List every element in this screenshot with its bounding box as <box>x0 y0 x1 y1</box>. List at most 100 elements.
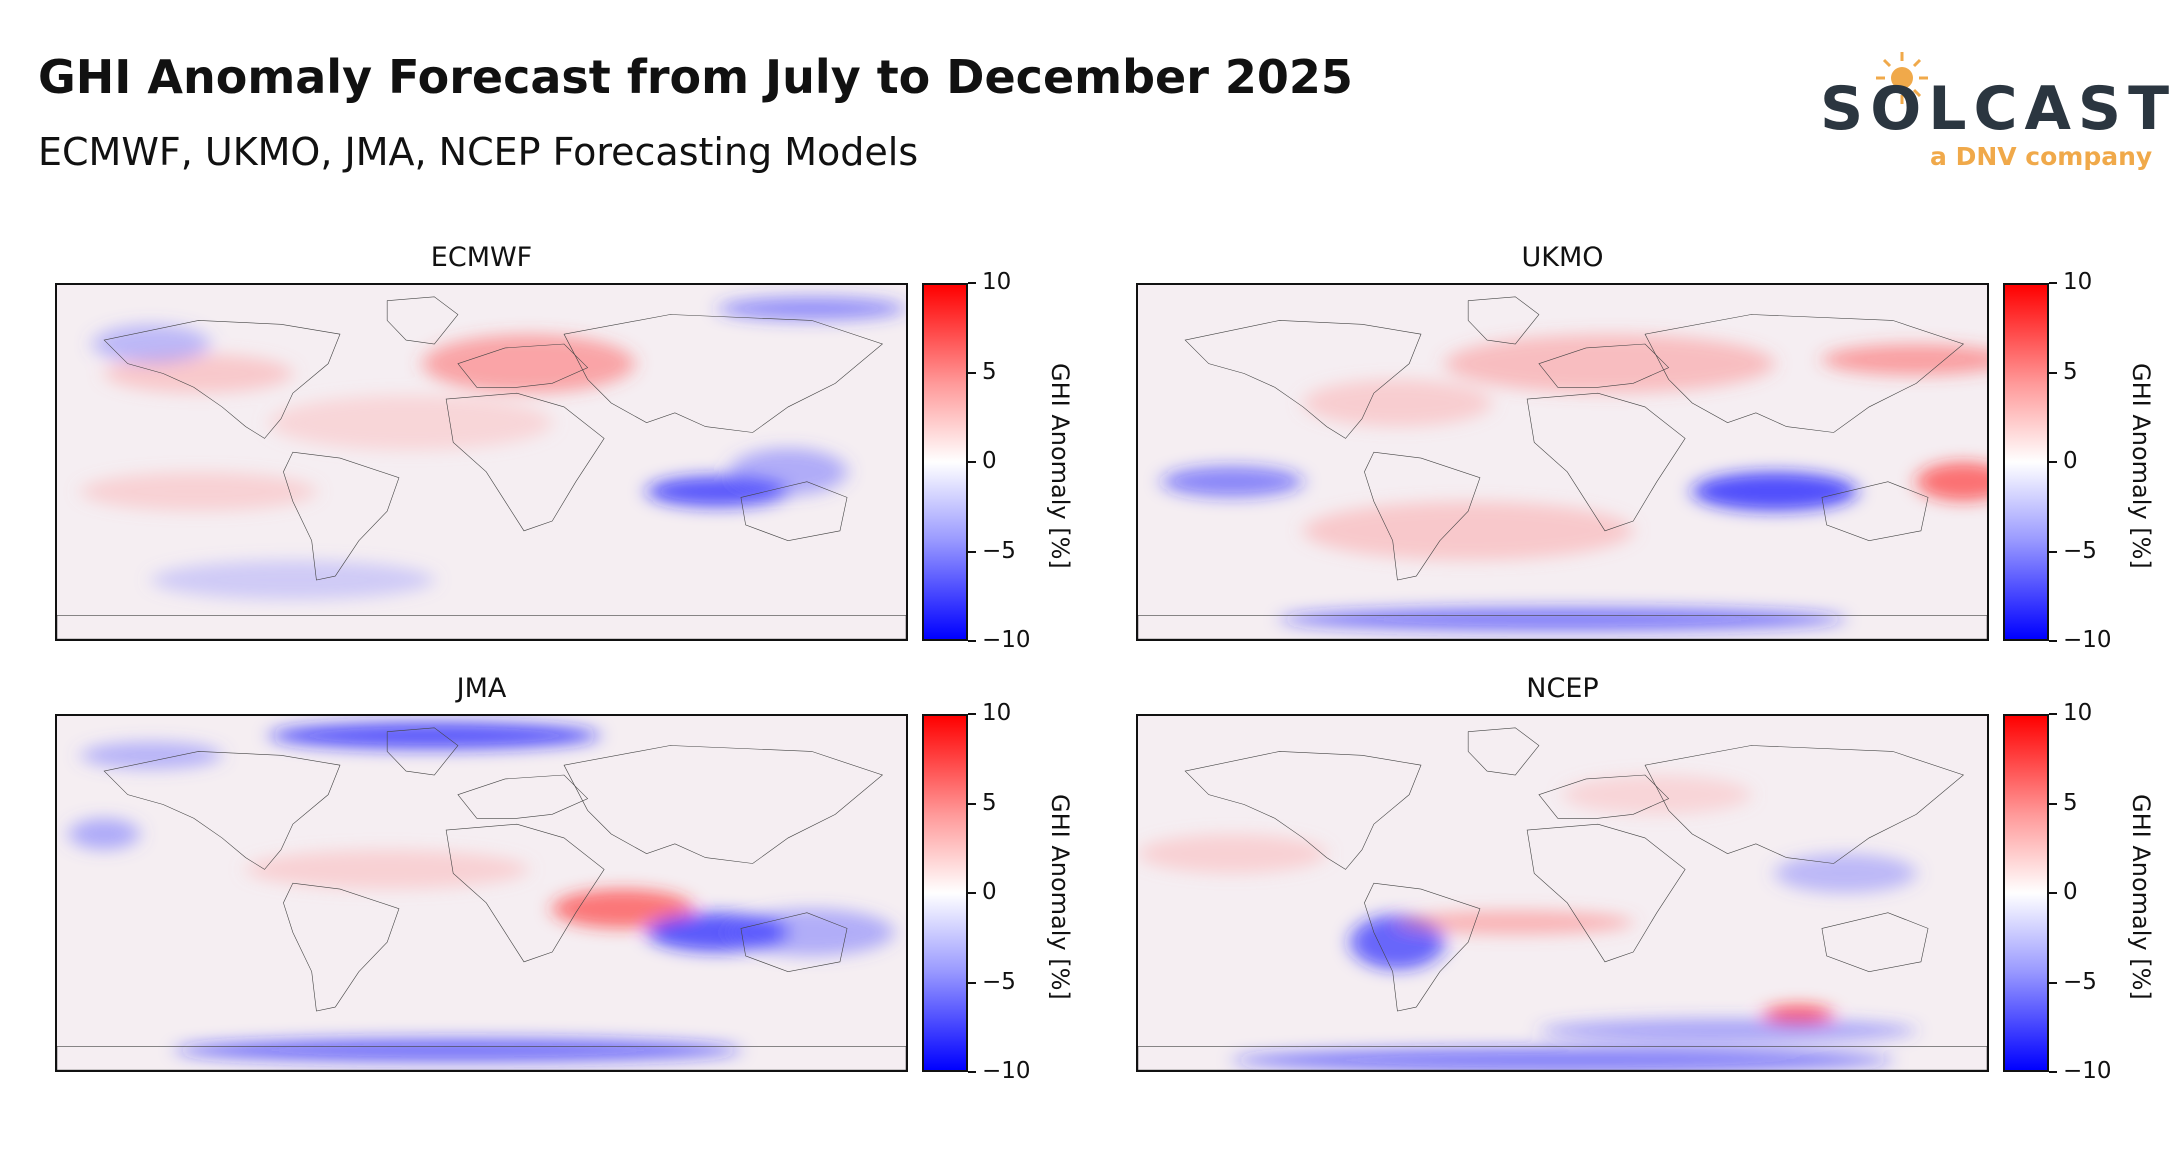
colorbar-tick-mark <box>968 550 976 553</box>
colorbar-tick-label: 0 <box>982 448 997 474</box>
anomaly-map-ukmo <box>1136 283 1989 641</box>
colorbar-tick-label: 5 <box>982 358 997 385</box>
anomaly-region <box>1397 910 1634 935</box>
colorbar-tick-mark <box>2049 461 2057 463</box>
colorbar-tick-label: 0 <box>2063 448 2078 474</box>
page-subtitle: ECMWF, UKMO, JMA, NCEP Forecasting Model… <box>38 130 919 174</box>
continent-outline <box>387 728 458 775</box>
colorbar-tick-mark <box>2049 713 2057 715</box>
anomaly-map-ncep <box>1136 714 1989 1072</box>
colorbar-tick-label: −10 <box>982 1058 1031 1084</box>
anomaly-region <box>1538 1018 1917 1043</box>
panel-title-jma: JMA <box>456 673 507 704</box>
world-map <box>57 285 906 639</box>
anomaly-region <box>68 818 140 850</box>
anomaly-region <box>552 889 694 929</box>
panel-title-ukmo: UKMO <box>1521 242 1604 273</box>
colorbar-tick-label: −10 <box>2063 627 2112 653</box>
colorbar-tick-label: 10 <box>982 700 1012 726</box>
colorbar-tick-label: 0 <box>2063 879 2078 905</box>
colorbar-tick-mark <box>2049 892 2057 894</box>
colorbar-tick-label: 5 <box>2063 358 2078 385</box>
continent-outline <box>1185 751 1421 869</box>
continent-outline <box>741 482 847 541</box>
map-background <box>1138 716 1987 1070</box>
anomaly-region <box>92 324 211 364</box>
continent-outline <box>458 344 588 387</box>
continent-outline <box>1822 482 1928 541</box>
colorbar-tick-label: −10 <box>982 627 1031 653</box>
colorbar-tick-label: −5 <box>982 968 1016 995</box>
anomaly-region <box>729 908 895 956</box>
anomaly-region <box>1692 471 1858 512</box>
anomaly-region <box>269 395 553 451</box>
colorbar-tick-mark <box>968 713 976 715</box>
continent-outline <box>1645 746 1963 864</box>
colorbar-tick-label: −10 <box>2063 1058 2112 1084</box>
continent-outline <box>1185 320 1421 438</box>
colorbar-tick-mark <box>2049 802 2057 805</box>
solcast-logo: SOLCAST a DNV company <box>1800 40 2169 175</box>
anomaly-region <box>1303 501 1634 561</box>
colorbar-label: GHI Anomaly [%] <box>2127 363 2155 569</box>
colorbar <box>2003 714 2049 1072</box>
continent-outline <box>104 320 340 438</box>
sun-icon <box>1876 52 1928 104</box>
colorbar-tick-label: −5 <box>982 537 1016 564</box>
anomaly-region <box>717 296 906 321</box>
continent-outline <box>446 824 604 962</box>
continent-outline <box>57 1046 906 1070</box>
colorbar-tick-label: 0 <box>982 879 997 905</box>
world-map <box>1138 716 1987 1070</box>
colorbar-tick-mark <box>968 981 976 984</box>
map-background <box>57 716 906 1070</box>
anomaly-region <box>1279 607 1846 632</box>
anomaly-region <box>1303 379 1492 427</box>
colorbar-tick-label: −5 <box>2063 968 2097 995</box>
colorbar-tick-label: −5 <box>2063 537 2097 564</box>
continent-outline <box>1468 728 1539 775</box>
colorbar-label: GHI Anomaly [%] <box>1046 363 1074 569</box>
anomaly-region <box>1232 1048 1893 1070</box>
anomaly-region <box>1821 344 1987 376</box>
colorbar-tick-mark <box>968 640 976 642</box>
anomaly-region <box>1161 465 1304 498</box>
logo-wordmark: SOLCAST <box>1820 74 2169 144</box>
continent-outline <box>1138 1046 1987 1070</box>
continent-outline <box>1364 883 1480 1011</box>
continent-outline <box>1822 913 1928 972</box>
continent-outline <box>283 883 399 1011</box>
continent-outline <box>446 393 604 531</box>
continent-outline <box>104 751 340 869</box>
anomaly-region <box>1774 853 1917 893</box>
colorbar <box>922 714 968 1072</box>
colorbar-tick-label: 10 <box>2063 700 2093 726</box>
anomaly-region <box>1444 334 1775 394</box>
colorbar-tick-mark <box>968 461 976 463</box>
colorbar-tick-mark <box>968 802 976 805</box>
colorbar-tick-mark <box>968 1071 976 1073</box>
continent-outline <box>387 297 458 344</box>
continent-outline <box>1364 452 1480 580</box>
continent-outline <box>1539 775 1669 818</box>
anomaly-region <box>151 560 435 600</box>
colorbar-tick-label: 10 <box>2063 269 2093 295</box>
colorbar-tick-mark <box>2049 282 2057 284</box>
anomaly-region <box>1562 775 1752 815</box>
colorbar <box>922 283 968 641</box>
panel-title-ncep: NCEP <box>1526 673 1599 704</box>
anomaly-region <box>174 1038 741 1063</box>
anomaly-region <box>80 471 317 512</box>
colorbar-tick-mark <box>2049 640 2057 642</box>
continent-outline <box>741 913 847 972</box>
continent-outline <box>57 615 906 639</box>
colorbar-tick-mark <box>2049 371 2057 374</box>
anomaly-map-jma <box>55 714 908 1072</box>
colorbar-tick-mark <box>968 282 976 284</box>
colorbar-tick-mark <box>2049 550 2057 553</box>
anomaly-region <box>729 448 848 496</box>
anomaly-region <box>80 741 223 770</box>
continent-outline <box>1468 297 1539 344</box>
colorbar-tick-mark <box>968 892 976 894</box>
continent-outline <box>564 746 882 864</box>
